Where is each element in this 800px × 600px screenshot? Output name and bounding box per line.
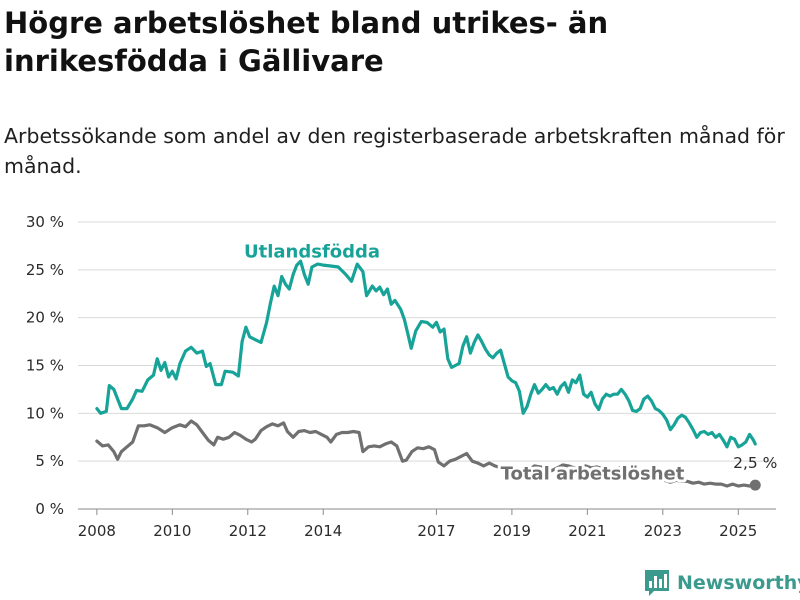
x-tick-label: 2019	[493, 522, 531, 540]
x-tick-label: 2014	[304, 522, 342, 540]
y-tick-label: 10 %	[26, 404, 64, 422]
y-axis-ticks: 0 % 5 % 10 % 15 % 20 % 25 % 30 %	[26, 213, 64, 518]
newsworthy-logo: Newsworthy	[644, 568, 800, 598]
x-tick-label: 2008	[78, 522, 116, 540]
y-tick-label: 5 %	[35, 452, 64, 470]
x-tick-label: 2010	[153, 522, 191, 540]
y-tick-label: 15 %	[26, 357, 64, 375]
chart-subtitle: Arbetssökande som andel av den registerb…	[4, 124, 785, 178]
x-tick-label: 2017	[417, 522, 455, 540]
series-label-halo: Total arbetslöshet	[501, 463, 685, 484]
logo-text: Newsworthy	[677, 572, 800, 594]
series-line-1	[95, 419, 757, 488]
end-point-marker	[749, 479, 761, 491]
y-tick-label: 25 %	[26, 261, 64, 279]
series-line-0	[95, 259, 757, 449]
series-lines	[95, 259, 757, 488]
y-tick-label: 30 %	[26, 213, 64, 231]
y-tick-label: 20 %	[26, 309, 64, 327]
x-tick-label: 2012	[229, 522, 267, 540]
bar-chart-logo-icon	[645, 570, 669, 596]
y-tick-label: 0 %	[35, 500, 64, 518]
series-label-0: Utlandsfödda	[244, 241, 380, 262]
x-axis-ticks: 2008 2010 2012 2014 2017 2019 2021 2023 2025	[78, 509, 757, 540]
x-tick-label: 2023	[644, 522, 682, 540]
x-tick-label: 2025	[719, 522, 757, 540]
end-value-label: 2,5 %	[733, 454, 777, 472]
series-label-1: Total arbetslöshet	[501, 463, 685, 484]
x-tick-label: 2021	[568, 522, 606, 540]
chart-title: Högre arbetslöshet bland utrikes- än inr…	[4, 6, 609, 78]
